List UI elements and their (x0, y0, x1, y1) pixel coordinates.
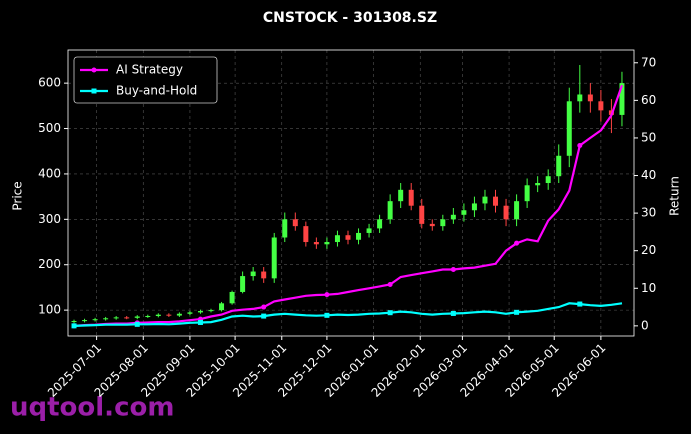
legend-label: Buy-and-Hold (116, 84, 197, 98)
candle-body (303, 226, 309, 243)
candle-body (82, 320, 88, 322)
candle-body (197, 311, 203, 313)
plot-frame (67, 49, 635, 337)
line-marker (577, 301, 583, 307)
y-tick-label: 500 (38, 121, 61, 135)
candle-body (408, 189, 414, 206)
candle-body (71, 321, 77, 323)
y-tick-label: 600 (38, 76, 61, 90)
line-marker (514, 309, 520, 315)
candle-body (535, 183, 541, 186)
candle-body (566, 101, 572, 156)
candle-body (187, 312, 193, 314)
candle-body (471, 203, 477, 211)
return-line (73, 84, 624, 327)
y2-tick-label: 40 (641, 168, 656, 182)
y2-tick-label: 60 (641, 93, 656, 107)
watermark: uqtool.com (10, 393, 174, 423)
candle-body (113, 317, 119, 319)
candle-body (577, 94, 583, 102)
candle-body (250, 271, 256, 277)
candle-body (124, 317, 130, 319)
candle-body (556, 155, 562, 177)
chart-title: CNSTOCK - 301308.SZ (263, 10, 437, 26)
candle-body (514, 201, 520, 220)
y2-tick-label: 30 (641, 206, 656, 220)
candle-body (145, 316, 151, 318)
candle-body (587, 94, 593, 102)
line-marker (577, 142, 583, 148)
candle-body (261, 271, 267, 279)
y-tick-label: 100 (38, 303, 61, 317)
candle-body (493, 196, 499, 206)
line-marker (91, 88, 97, 94)
y2-axis-label: Return (668, 176, 682, 216)
y-tick-label: 400 (38, 166, 61, 180)
candle-body (155, 314, 161, 317)
candle-body (619, 83, 625, 115)
candle-body (176, 313, 182, 316)
y2-tick-label: 50 (641, 130, 656, 144)
line-marker (71, 323, 77, 329)
candle-body (324, 242, 330, 245)
y2-tick-label: 70 (641, 55, 656, 69)
candle-body (334, 235, 340, 243)
candle-body (398, 189, 404, 202)
line-marker (514, 240, 520, 246)
candle-body (229, 291, 235, 304)
candle-body (345, 235, 351, 240)
candle-body (313, 242, 319, 245)
candle-body (377, 219, 383, 229)
line-marker (324, 312, 330, 318)
return-line (73, 302, 623, 327)
candle-body (166, 314, 172, 316)
candle-body (282, 219, 288, 238)
candle-body (503, 205, 509, 220)
line-marker (387, 282, 393, 288)
legend-box (73, 56, 218, 104)
candle-body (208, 310, 214, 312)
line-marker (197, 319, 203, 325)
candle-body (387, 201, 393, 220)
candle-body (598, 101, 604, 111)
candle-body (419, 205, 425, 224)
candle-body (524, 185, 530, 202)
candle-body (292, 219, 298, 227)
candle-body (482, 196, 488, 204)
candle-body (545, 176, 551, 184)
y-axis-label: Price (11, 181, 25, 210)
y-tick-label: 300 (38, 212, 61, 226)
candle-body (92, 319, 98, 321)
candle-body (134, 316, 140, 318)
candle-body (429, 223, 435, 227)
line-marker (450, 266, 456, 272)
y2-tick-label: 10 (641, 281, 656, 295)
y2-tick-label: 20 (641, 243, 656, 257)
line-marker (134, 321, 140, 327)
line-marker (261, 304, 267, 310)
line-marker (261, 313, 267, 319)
line-marker (91, 67, 97, 73)
line-marker (324, 292, 330, 298)
y2-tick-label: 0 (641, 318, 649, 332)
line-marker (450, 310, 456, 316)
candle-body (240, 276, 246, 292)
candle-body (103, 318, 109, 320)
legend-label: AI Strategy (116, 63, 183, 77)
candle-body (461, 210, 467, 215)
candle-body (271, 237, 277, 279)
candle-body (366, 228, 372, 233)
candle-body (440, 219, 446, 227)
candle-body (450, 214, 456, 220)
y-tick-label: 200 (38, 257, 61, 271)
candle-body (356, 232, 362, 240)
candle-body (219, 303, 225, 311)
line-marker (387, 310, 393, 316)
